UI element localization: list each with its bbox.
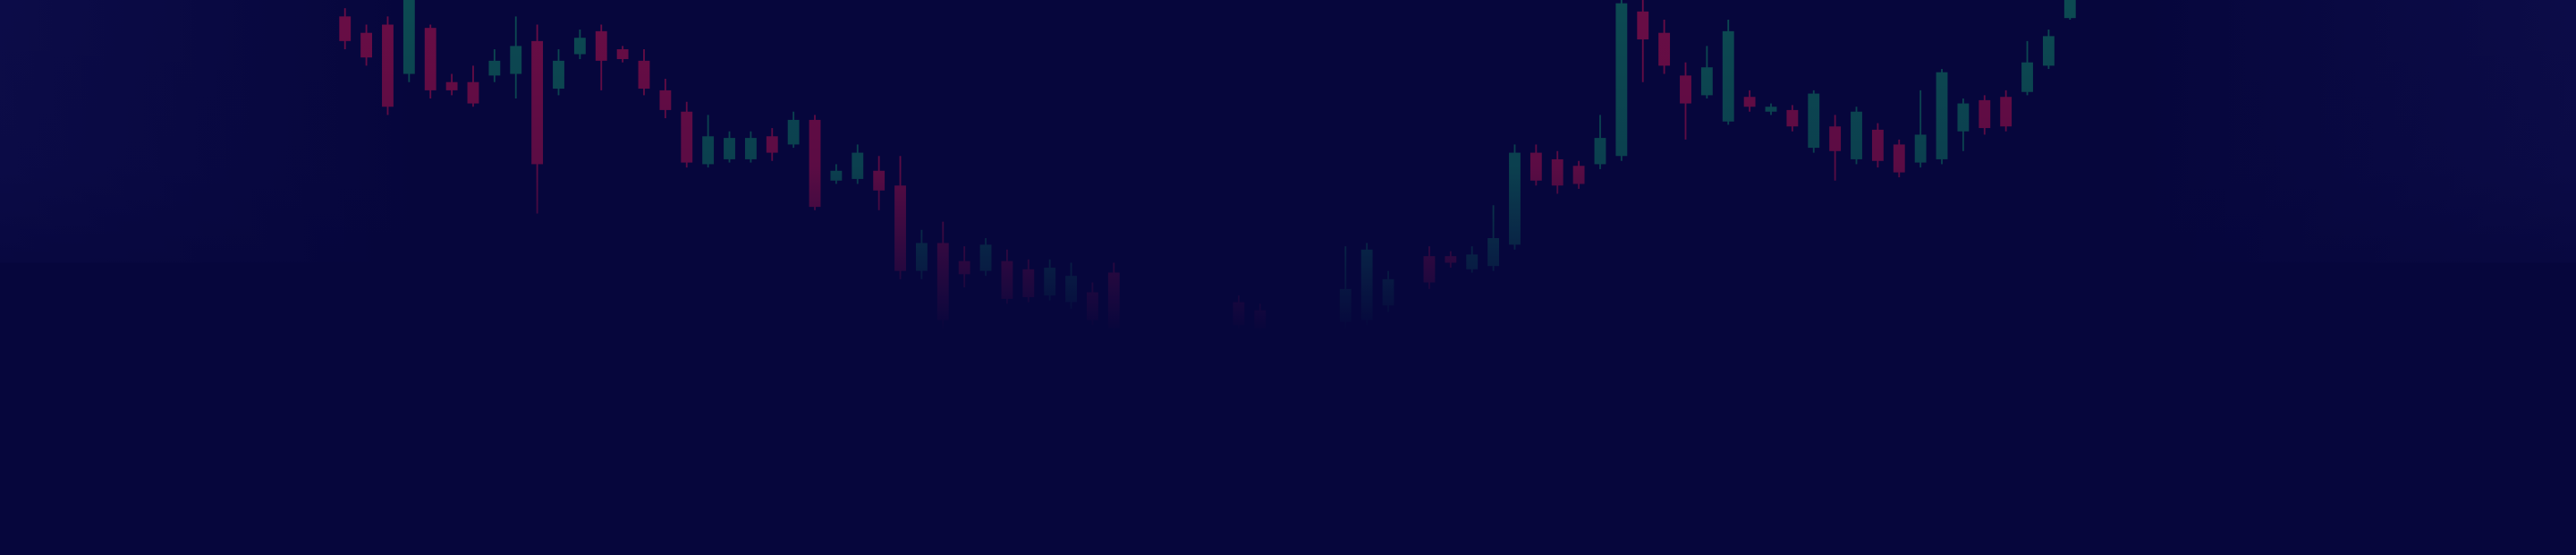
page-body: (() => { const data = JSON.parse(documen…	[0, 0, 2576, 555]
background-art	[0, 0, 2576, 555]
page: {} html, body { margin: 0; padding: 0; w…	[0, 0, 2576, 555]
fade-overlay	[0, 0, 2576, 555]
